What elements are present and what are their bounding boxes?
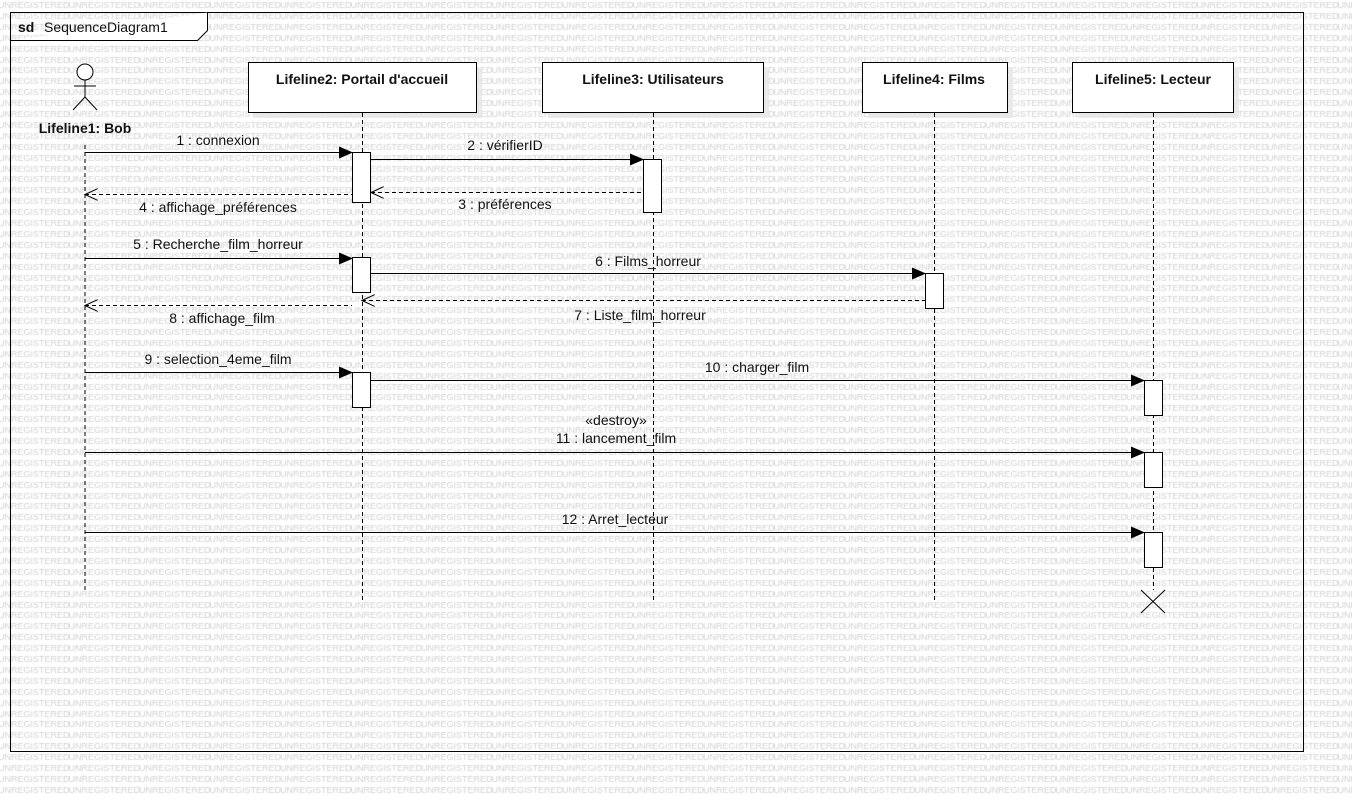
message-5[interactable]: 5 : Recherche_film_horreur (85, 236, 353, 265)
message-11[interactable]: 11 : lancement_film «destroy» (85, 412, 1145, 459)
message-8[interactable]: 8 : affichage_film (85, 306, 352, 327)
message-label: 4 : affichage_préférences (139, 199, 297, 215)
activation-bar (1144, 452, 1163, 488)
activation-bar (925, 273, 944, 309)
frame-keyword: sd (18, 19, 34, 35)
message-label: 7 : Liste_film_horreur (574, 307, 706, 323)
activation-bar (352, 372, 371, 408)
lifeline-label: Lifeline1: Bob (39, 120, 132, 136)
lifeline-4[interactable]: Lifeline4: Films (862, 62, 1014, 603)
actor-icon (72, 63, 98, 111)
lifeline-label: Lifeline4: Films (883, 71, 985, 87)
diagram-frame: sd SequenceDiagram1 (10, 12, 1304, 752)
message-label: 6 : Films_horreur (595, 253, 701, 269)
lifeline-label: Lifeline5: Lecteur (1095, 71, 1211, 87)
lifeline-5[interactable]: Lifeline5: Lecteur (1072, 62, 1240, 614)
lifeline-label: Lifeline3: Utilisateurs (582, 71, 724, 87)
message-label: 11 : lancement_film (556, 430, 676, 446)
frame-title: SequenceDiagram1 (44, 19, 168, 35)
message-stereotype: «destroy» (585, 412, 647, 428)
message-label: 8 : affichage_film (169, 310, 275, 326)
message-1[interactable]: 1 : connexion (85, 132, 353, 159)
message-6[interactable]: 6 : Films_horreur (371, 253, 926, 280)
lifeline-1[interactable]: Lifeline1: Bob (39, 63, 132, 590)
activation-bar (643, 159, 662, 213)
message-2[interactable]: 2 : vérifierID (371, 137, 644, 166)
activation-bar (352, 257, 371, 293)
lifeline-head (862, 62, 1008, 113)
message-7[interactable]: 7 : Liste_film_horreur (362, 301, 925, 324)
destroy-x-icon (1140, 589, 1166, 614)
message-label: 10 : charger_film (705, 359, 809, 375)
message-10[interactable]: 10 : charger_film (371, 359, 1145, 387)
lifeline-2[interactable]: Lifeline2: Portail d'accueil (248, 62, 483, 603)
message-4[interactable]: 4 : affichage_préférences (85, 195, 352, 216)
message-label: 2 : vérifierID (467, 137, 542, 153)
activation-bar (352, 152, 371, 203)
message-3[interactable]: 3 : préférences (371, 193, 643, 213)
message-9[interactable]: 9 : selection_4eme_film (85, 351, 353, 379)
message-label: 9 : selection_4eme_film (144, 351, 291, 367)
lifeline-head (1072, 62, 1234, 113)
lifeline-head (248, 62, 477, 113)
activation-bar (1144, 532, 1163, 568)
message-label: 5 : Recherche_film_horreur (133, 236, 303, 252)
lifeline-head (542, 62, 764, 113)
message-label: 12 : Arret_lecteur (562, 511, 669, 527)
lifeline-3[interactable]: Lifeline3: Utilisateurs (542, 62, 770, 603)
message-12[interactable]: 12 : Arret_lecteur (85, 511, 1145, 539)
activation-bar (1144, 380, 1163, 416)
message-label: 1 : connexion (176, 132, 259, 148)
message-label: 3 : préférences (458, 196, 551, 212)
lifeline-label: Lifeline2: Portail d'accueil (276, 71, 448, 87)
